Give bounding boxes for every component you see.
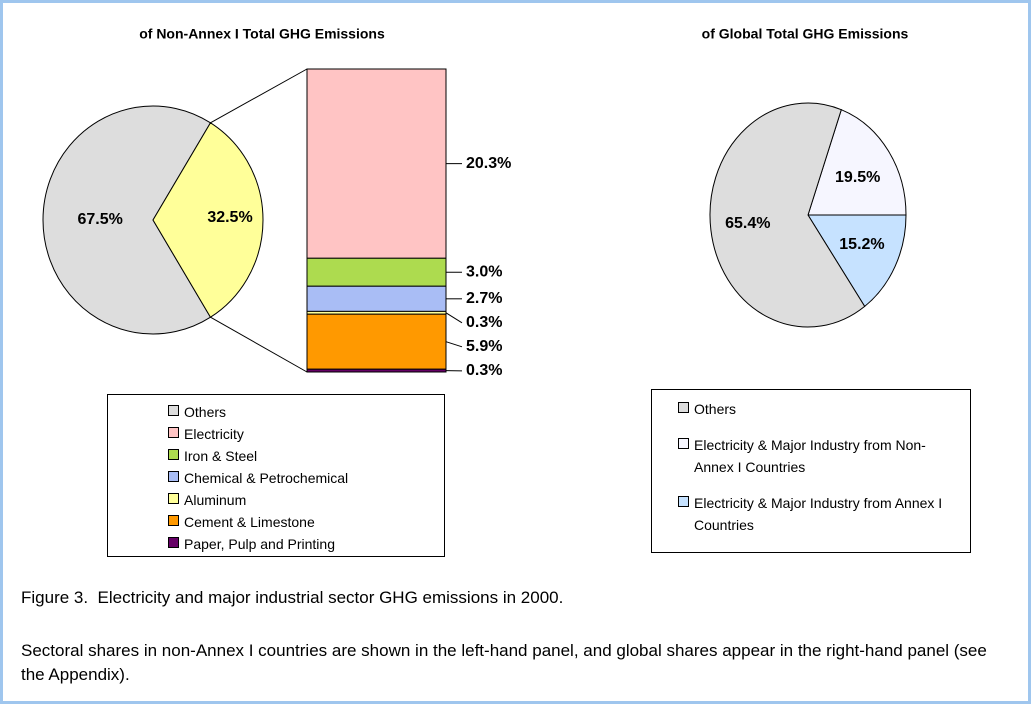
data-label: 19.5% — [835, 169, 880, 186]
legend: Others Electricity & Major Industry from … — [651, 389, 971, 553]
legend-item: Iron & Steel — [168, 445, 444, 467]
data-label: 65.4% — [725, 215, 770, 232]
data-label: 67.5% — [78, 211, 123, 228]
data-label: 0.3% — [466, 314, 502, 331]
data-label: 3.0% — [466, 263, 502, 280]
legend-swatch — [168, 493, 179, 504]
legend-swatch — [168, 405, 179, 416]
chart-title: of Non-Annex I Total GHG Emissions — [139, 26, 385, 42]
legend: Others Electricity Iron & Steel Chemical & … — [107, 394, 445, 557]
leader-line — [445, 341, 463, 348]
legend-item: Electricity & Major Industry from Annex … — [678, 492, 970, 536]
legend-swatch — [168, 449, 179, 460]
legend-item: Cement & Limestone — [168, 511, 444, 533]
caption: Sectoral shares in non-Annex I countries… — [21, 641, 992, 684]
legend-item: Aluminum — [168, 489, 444, 511]
legend-label: Chemical & Petrochemical — [184, 470, 349, 486]
legend-swatch — [678, 402, 689, 413]
legend-item: Electricity — [168, 423, 444, 445]
legend-item: Electricity & Major Industry from Non-An… — [678, 434, 970, 478]
pie-slice — [709, 102, 866, 328]
legend-label: Cement & Limestone — [184, 514, 315, 530]
bar-segment — [306, 257, 447, 287]
legend-label: Electricity & Major Industry from Annex … — [694, 495, 943, 533]
legend-item: Chemical & Petrochemical — [168, 467, 444, 489]
connector — [210, 316, 308, 373]
pie-slice — [807, 108, 907, 216]
legend-label: Electricity & Major Industry from Non-An… — [694, 437, 926, 475]
bar-segment — [306, 368, 447, 373]
legend-label: Paper, Pulp and Printing — [184, 536, 335, 552]
chart: of Non-Annex I Total GHG Emissions of Gl… — [42, 26, 909, 379]
legend-label: Others — [694, 401, 737, 417]
legend-swatch — [168, 515, 179, 526]
data-label: 2.7% — [466, 290, 502, 307]
legend-item: Paper, Pulp and Printing — [168, 533, 444, 555]
legend-label: Aluminum — [184, 492, 247, 508]
bar-segment — [306, 313, 447, 370]
data-label: 32.5% — [207, 209, 252, 226]
pie-slice — [807, 214, 907, 308]
legend-label: Others — [184, 404, 227, 420]
connector — [210, 68, 308, 124]
legend-swatch — [168, 471, 179, 482]
legend-item: Others — [168, 401, 444, 423]
data-label: 20.3% — [466, 155, 511, 172]
legend-label: Iron & Steel — [184, 448, 258, 464]
legend-swatch — [168, 427, 179, 438]
data-label: 15.2% — [839, 236, 884, 253]
legend-swatch — [678, 496, 689, 507]
legend-item: Others — [678, 398, 970, 420]
chart-title: of Global Total GHG Emissions — [702, 26, 909, 42]
data-label: 5.9% — [466, 338, 502, 355]
caption: Figure 3. Electricity and major industri… — [21, 588, 564, 607]
data-label: 0.3% — [466, 362, 502, 379]
leader-line — [445, 312, 463, 324]
legend-swatch — [168, 537, 179, 548]
pie-slice — [42, 105, 212, 335]
legend-swatch — [678, 438, 689, 449]
legend-label: Electricity — [184, 426, 244, 442]
pie-slice — [152, 122, 264, 318]
bar-segment — [306, 68, 447, 259]
bar-segment — [306, 285, 447, 312]
